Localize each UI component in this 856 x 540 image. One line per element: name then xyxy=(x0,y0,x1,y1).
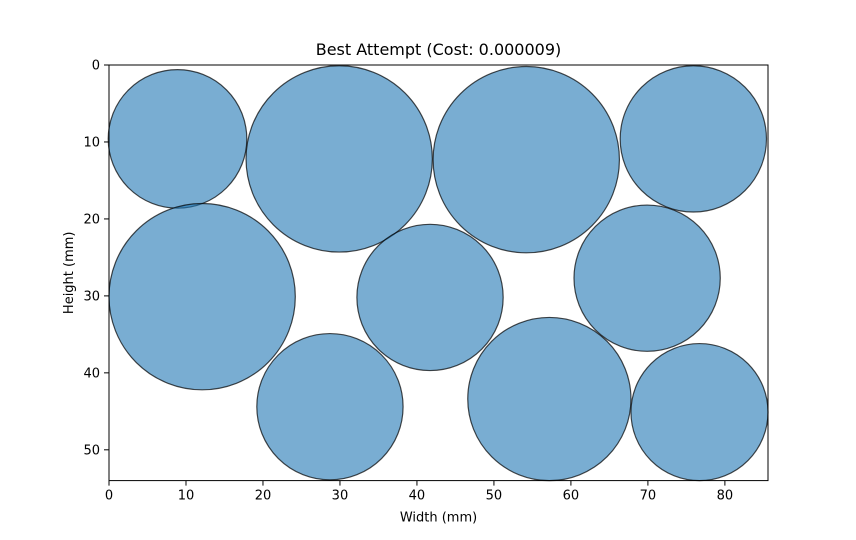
y-tick-label-30: 30 xyxy=(83,289,100,304)
x-tick-label-0: 0 xyxy=(105,489,113,504)
circle-4 xyxy=(619,65,768,213)
x-tick-label-10: 10 xyxy=(178,489,195,504)
circle-1 xyxy=(107,68,248,209)
x-axis: 0 10 20 30 40 50 60 70 80 xyxy=(105,480,734,504)
x-tick-label-20: 20 xyxy=(255,489,272,504)
x-tick-label-60: 60 xyxy=(563,489,580,504)
y-tick-label-10: 10 xyxy=(83,135,100,150)
x-axis-label: Width (mm) xyxy=(400,511,477,526)
circle-9 xyxy=(467,316,632,482)
x-tick-label-50: 50 xyxy=(486,489,503,504)
y-axis-label: Height (mm) xyxy=(62,232,77,315)
circles-layer xyxy=(107,65,769,482)
circle-7 xyxy=(573,204,721,352)
x-tick-label-40: 40 xyxy=(409,489,426,504)
x-tick-label-70: 70 xyxy=(640,489,657,504)
y-tick-label-40: 40 xyxy=(83,366,100,381)
circle-10 xyxy=(630,342,769,482)
chart-title: Best Attempt (Cost: 0.000009) xyxy=(316,40,562,59)
circle-6 xyxy=(356,223,504,372)
x-tick-label-80: 80 xyxy=(717,489,734,504)
plot-frame xyxy=(108,64,769,482)
y-axis: 0 10 20 30 40 50 xyxy=(83,59,109,458)
y-tick-label-50: 50 xyxy=(83,443,100,458)
circle-3 xyxy=(432,65,621,254)
x-tick-label-30: 30 xyxy=(332,489,349,504)
y-tick-label-20: 20 xyxy=(83,212,100,227)
y-tick-label-0: 0 xyxy=(92,59,100,74)
circle-2 xyxy=(245,65,433,253)
circle-5 xyxy=(108,202,296,391)
circle-8 xyxy=(256,332,404,481)
